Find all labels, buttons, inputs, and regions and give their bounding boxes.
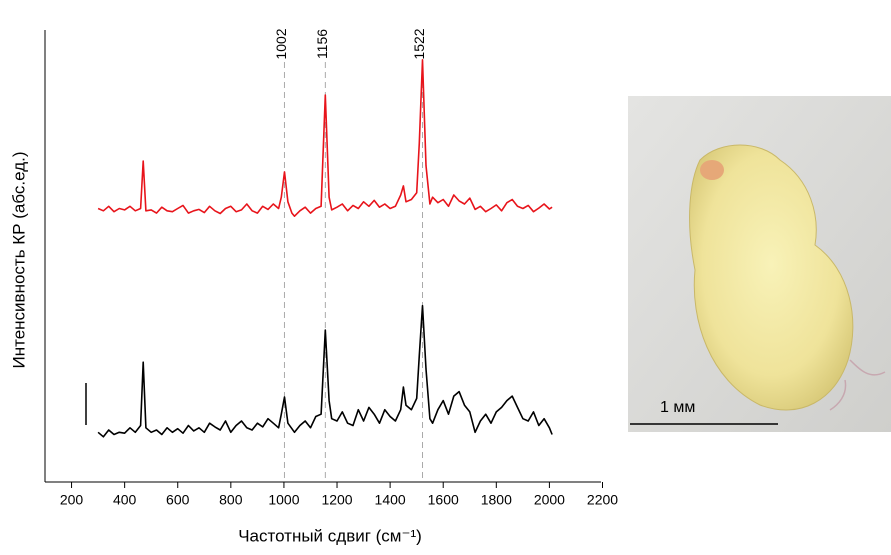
- peak-label: 1002: [273, 28, 289, 59]
- x-tick-label: 400: [113, 492, 137, 508]
- peak-label: 1156: [314, 29, 330, 59]
- x-tick-label: 1200: [321, 492, 352, 508]
- photo: 1 мм: [628, 96, 891, 432]
- x-axis-label: Частотный сдвиг (см⁻¹): [238, 526, 422, 545]
- x-tick-label: 1800: [481, 492, 512, 508]
- x-tick-label: 1000: [268, 492, 299, 508]
- x-tick-label: 200: [60, 492, 84, 508]
- spectrum-line: [97, 59, 553, 217]
- scale-label: 1 мм: [660, 399, 695, 416]
- x-tick-label: 600: [166, 492, 190, 508]
- x-tick-label: 1600: [428, 492, 459, 508]
- y-axis-label: Интенсивность КР (абс.ед.): [9, 151, 28, 368]
- x-tick-label: 2200: [587, 492, 618, 508]
- larva: [689, 144, 854, 411]
- larva-head: [700, 160, 724, 180]
- spectrum-line: [97, 304, 553, 438]
- x-tick-label: 1400: [375, 492, 406, 508]
- larva-legs: [829, 359, 886, 411]
- peak-label: 1522: [411, 28, 427, 59]
- x-tick-label: 800: [219, 492, 243, 508]
- x-tick-label: 2000: [534, 492, 565, 508]
